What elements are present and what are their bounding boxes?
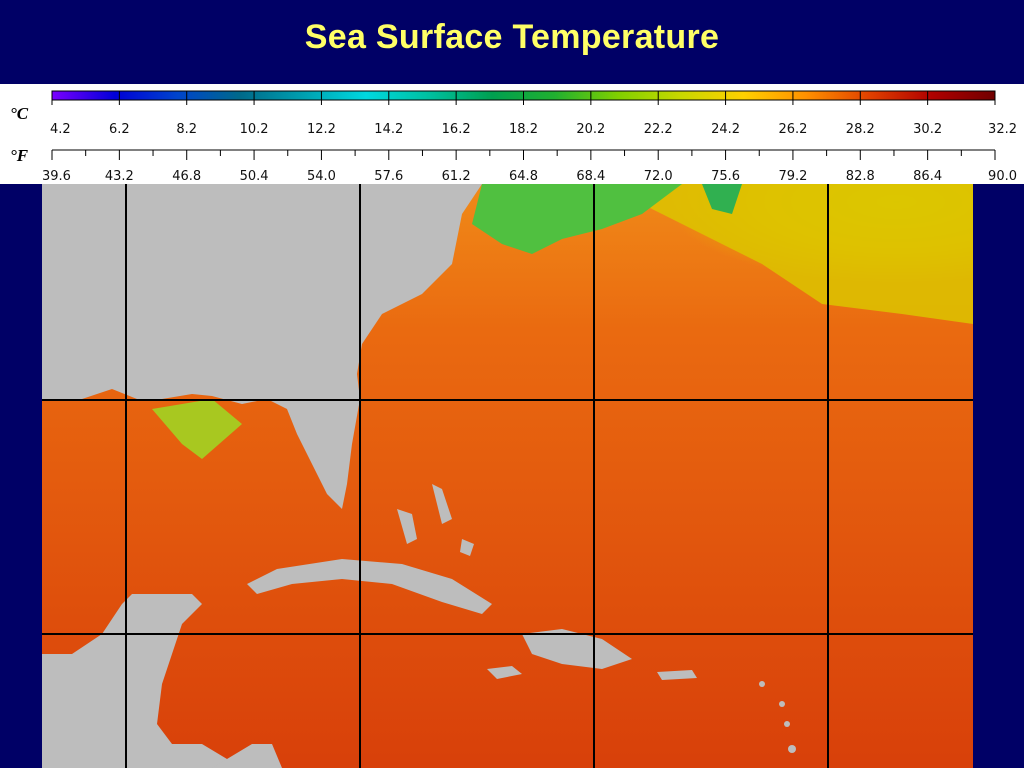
north-america-land: [42, 184, 482, 509]
island-speck: [788, 745, 796, 753]
slide-title: Sea Surface Temperature: [304, 18, 720, 56]
island-speck: [784, 721, 790, 727]
sst-map-graphic: [42, 184, 973, 768]
sst-map: [42, 184, 973, 768]
celsius-tick-label: 30.2: [913, 122, 942, 137]
island-speck: [759, 681, 765, 687]
fahrenheit-tick-label: 79.2: [778, 169, 807, 184]
celsius-tick-label: 22.2: [644, 122, 673, 137]
celsius-tick-label: 12.2: [307, 122, 336, 137]
celsius-tick-label: 26.2: [778, 122, 807, 137]
fahrenheit-tick-label: 68.4: [576, 169, 605, 184]
hispaniola-land: [522, 629, 632, 669]
celsius-tick-label: 16.2: [442, 122, 471, 137]
celsius-tick-label: 4.2: [50, 122, 71, 137]
celsius-tick-label: 32.2: [988, 122, 1017, 137]
celsius-tick-label: 18.2: [509, 122, 538, 137]
fahrenheit-tick-label: 75.6: [711, 169, 740, 184]
temperature-color-scale: °C °F 4.2 6.2 8.2 10.2 12.2 14.2 16.2 18.2 20.2 2…: [0, 84, 1024, 184]
island-speck: [779, 701, 785, 707]
fahrenheit-tick-label: 90.0: [988, 169, 1017, 184]
celsius-unit-label: °C: [10, 104, 29, 123]
celsius-tick-label: 6.2: [109, 122, 130, 137]
bahamas-land-2: [432, 484, 452, 524]
fahrenheit-tick-label: 57.6: [374, 169, 403, 184]
celsius-tick-label: 28.2: [846, 122, 875, 137]
central-america-land: [212, 744, 282, 768]
celsius-tick-label: 8.2: [176, 122, 197, 137]
mexico-land: [42, 594, 242, 768]
fahrenheit-tick-label: 39.6: [42, 169, 71, 184]
celsius-tick-label: 24.2: [711, 122, 740, 137]
celsius-tick-label: 10.2: [240, 122, 269, 137]
cold-water-region: [472, 184, 682, 254]
fahrenheit-tick-label: 61.2: [442, 169, 471, 184]
fahrenheit-tick-label: 82.8: [846, 169, 875, 184]
fahrenheit-tick-label: 72.0: [644, 169, 673, 184]
fahrenheit-tick-label: 64.8: [509, 169, 538, 184]
puerto-rico-land: [657, 670, 697, 680]
jamaica-land: [487, 666, 522, 679]
bahamas-land-3: [460, 539, 474, 556]
cold-water-patch: [702, 184, 742, 214]
cuba-land: [247, 559, 492, 614]
color-scale-graphic: 4.2 6.2 8.2 10.2 12.2 14.2 16.2 18.2 20.2 22.2 24.…: [42, 90, 1017, 184]
fahrenheit-tick-label: 54.0: [307, 169, 336, 184]
fahrenheit-tick-label: 86.4: [913, 169, 942, 184]
celsius-tick-label: 14.2: [374, 122, 403, 137]
fahrenheit-tick-label: 43.2: [105, 169, 134, 184]
celsius-tick-label: 20.2: [576, 122, 605, 137]
bahamas-land: [397, 509, 417, 544]
gulf-cool-patch: [152, 399, 242, 459]
yellow-water-north: [602, 184, 973, 324]
fahrenheit-unit-label: °F: [10, 146, 29, 165]
fahrenheit-tick-label: 46.8: [172, 169, 201, 184]
fahrenheit-tick-label: 50.4: [240, 169, 269, 184]
lat-lon-grid: [42, 184, 973, 768]
